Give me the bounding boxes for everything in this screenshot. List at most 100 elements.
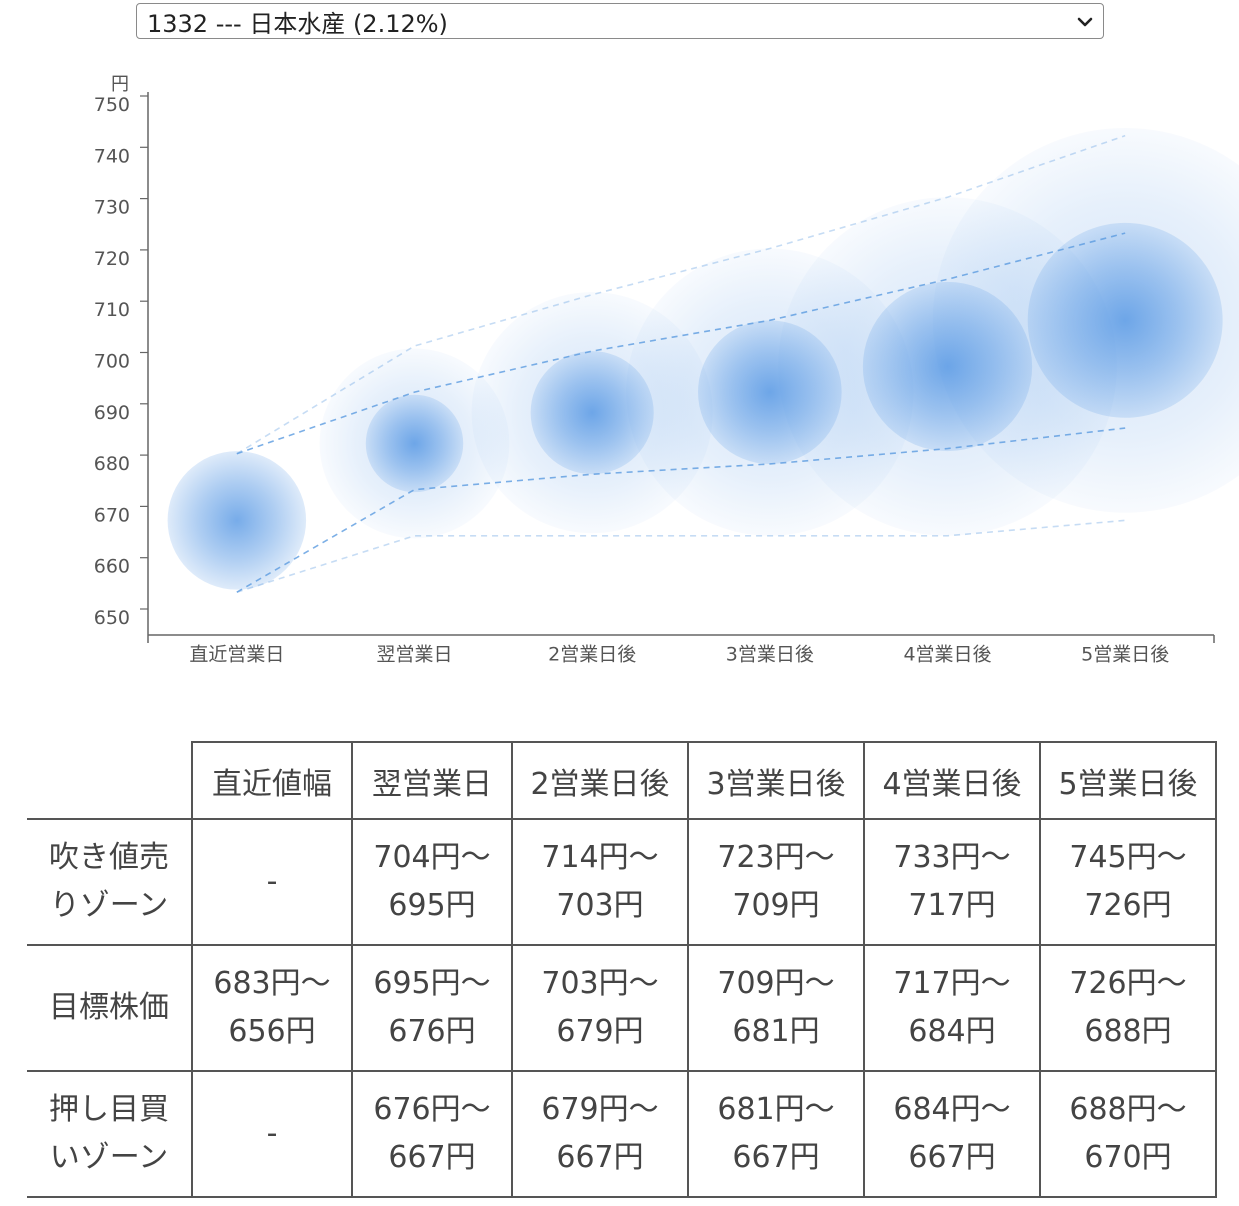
outer-high-line: [236, 134, 1126, 455]
cell-line: 681円: [732, 1014, 820, 1049]
cell-line: 695円〜: [373, 966, 491, 1001]
header-recent-range: 直近値幅: [191, 741, 352, 820]
table-cell: 681円〜 667円: [687, 1071, 864, 1198]
table-cell: 733円〜 717円: [863, 818, 1040, 946]
cell-line: -: [266, 1116, 278, 1151]
row-label-line: 目標株価: [49, 990, 169, 1025]
x-tick-label: 2営業日後: [548, 644, 636, 666]
header-day-4: 4営業日後: [863, 741, 1040, 820]
y-tick-label: 650: [94, 607, 130, 629]
y-tick-label: 700: [94, 351, 130, 373]
table-cell: 695円〜 676円: [351, 945, 512, 1072]
cell-line: -: [266, 864, 278, 899]
cell-line: 667円: [732, 1140, 820, 1175]
x-tick-label: 5営業日後: [1081, 644, 1169, 666]
outer-low-line: [236, 519, 1126, 593]
cell-line: 726円〜: [1069, 966, 1187, 1001]
x-tick-label: 直近営業日: [189, 644, 284, 666]
y-tick-label: 690: [94, 402, 130, 424]
y-tick-label: 660: [94, 556, 130, 578]
cell-line: 656円: [228, 1014, 316, 1049]
table-cell: 688円〜 670円: [1039, 1071, 1217, 1198]
cell-line: 726円: [1084, 888, 1172, 923]
table-cell: -: [191, 818, 352, 946]
row-label-line: 押し目買: [49, 1092, 169, 1127]
cell-line: 688円: [1084, 1014, 1172, 1049]
table-cell: 726円〜 688円: [1039, 945, 1217, 1072]
cell-line: 717円〜: [893, 966, 1011, 1001]
table-cell: 714円〜 703円: [511, 818, 688, 946]
cell-line: 667円: [556, 1140, 644, 1175]
cell-line: 676円: [388, 1014, 476, 1049]
y-tick-label: 740: [94, 145, 130, 167]
inner-bubbles: [167, 222, 1223, 590]
cell-line: 704円〜: [373, 840, 491, 875]
table-cell: 704円〜 695円: [351, 818, 512, 946]
cell-line: 709円: [732, 888, 820, 923]
stock-select-value: 1332 --- 日本水産 (2.12%): [147, 9, 448, 38]
row-label: 押し目買 いゾーン: [27, 1071, 192, 1198]
table-cell: 676円〜 667円: [351, 1071, 512, 1198]
table-cell: 683円〜 656円: [191, 945, 352, 1072]
row-label: 吹き値売 りゾーン: [27, 819, 192, 946]
cell-line: 667円: [908, 1140, 996, 1175]
cell-line: 683円〜: [213, 966, 331, 1001]
cell-line: 717円: [908, 888, 996, 923]
table-cell: 709円〜 681円: [687, 945, 864, 1072]
table-cell: 684円〜 667円: [863, 1071, 1040, 1198]
cell-line: 733円〜: [893, 840, 1011, 875]
cell-line: 679円: [556, 1014, 644, 1049]
inner-bubble-4: [862, 281, 1033, 452]
inner-bubble-0: [167, 451, 307, 590]
row-label-line: 吹き値売: [49, 840, 169, 875]
cell-line: 667円: [388, 1140, 476, 1175]
cell-line: 703円〜: [541, 966, 659, 1001]
y-axis-unit: 円: [111, 74, 129, 95]
y-tick-label: 680: [94, 453, 130, 475]
header-day-1: 翌営業日: [351, 741, 512, 820]
table-row: 吹き値売りゾーン - 704円〜 695円 714円〜 703円 723円〜 709円 733円…: [27, 818, 1217, 946]
inner-bubble-5: [1027, 222, 1223, 418]
price-zone-table: 直近値幅 翌営業日 2営業日後 3営業日後 4営業日後 5営業日後 吹き値売 りゾ…: [27, 741, 1217, 1198]
cell-line: 676円〜: [373, 1092, 491, 1127]
cell-line: 670円: [1084, 1140, 1172, 1175]
inner-bubble-3: [698, 320, 842, 464]
cell-line: 688円〜: [1069, 1092, 1187, 1127]
cell-line: 714円〜: [541, 840, 659, 875]
inner-bubble-1: [365, 394, 464, 493]
header-day-2: 2営業日後: [511, 741, 688, 820]
table-cell: 679円〜 667円: [511, 1071, 688, 1198]
table-cell: 723円〜 709円: [687, 818, 864, 946]
row-label: 目標株価: [27, 945, 192, 1072]
x-tick-label: 3営業日後: [726, 644, 814, 666]
table-cell: 745円〜 726円: [1039, 818, 1217, 946]
cell-line: 684円: [908, 1014, 996, 1049]
cell-line: 723円〜: [717, 840, 835, 875]
cell-line: 695円: [388, 888, 476, 923]
stock-select[interactable]: 1332 --- 日本水産 (2.12%): [136, 3, 1104, 39]
table-cell: 703円〜 679円: [511, 945, 688, 1072]
inner-low-line: [236, 427, 1126, 593]
row-label-line: りゾーン: [49, 888, 169, 923]
table-cell: 717円〜 684円: [863, 945, 1040, 1072]
cell-line: 745円〜: [1069, 840, 1187, 875]
inner-high-line: [236, 232, 1126, 455]
y-tick-label: 730: [94, 197, 130, 219]
y-tick-label: 750: [94, 94, 130, 116]
cell-line: 703円: [556, 888, 644, 923]
chart-axes: 円 650 660 670 680 690 700 710 720 730 740 750 直近営業日 翌…: [94, 74, 1215, 666]
table-row: 目標株価 683円〜 656円 695円〜 676円 703円〜 679円 709円〜 681円…: [27, 945, 1217, 1072]
table-cell: -: [191, 1071, 352, 1198]
cell-line: 679円〜: [541, 1092, 659, 1127]
table-row: 押し目買 いゾーン -676円〜 667円 679円〜 667円 681円〜 667円 684円…: [27, 1071, 1217, 1198]
x-tick-label: 翌営業日: [376, 644, 452, 666]
chevron-down-icon: [1077, 17, 1093, 27]
cell-line: 709円〜: [717, 966, 835, 1001]
table-corner: [27, 742, 192, 820]
forecast-chart: 円 650 660 670 680 690 700 710 720 730 740 750 直近営業日 翌…: [94, 74, 1239, 666]
inner-bubble-2: [530, 351, 654, 475]
cell-line: 681円〜: [717, 1092, 835, 1127]
header-day-3: 3営業日後: [687, 741, 864, 820]
x-tick-label: 4営業日後: [903, 644, 991, 666]
range-lines: [236, 134, 1126, 593]
